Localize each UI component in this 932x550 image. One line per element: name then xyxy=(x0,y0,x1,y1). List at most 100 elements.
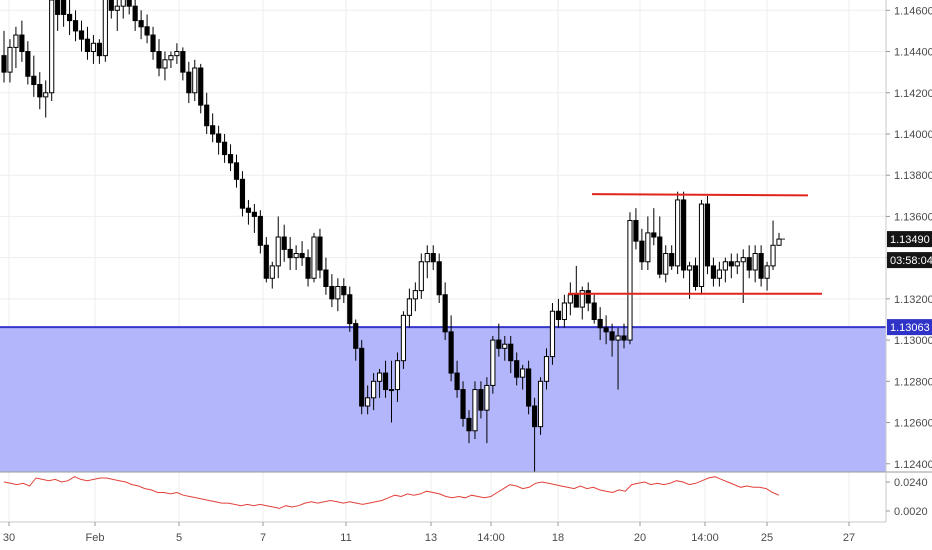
candle-up xyxy=(627,220,633,341)
candle-down xyxy=(746,257,752,271)
candle-down xyxy=(478,389,484,411)
candle-up xyxy=(740,257,746,263)
candle-down xyxy=(531,405,538,428)
support-level-tag-text: 1.13063 xyxy=(890,322,930,334)
candle-down xyxy=(347,294,353,325)
candle-down xyxy=(299,253,305,259)
candle-up xyxy=(49,0,55,94)
candle-down xyxy=(657,236,663,275)
price-tick-label: 1.12400 xyxy=(894,459,932,471)
indicator-tick-label: 0.0240 xyxy=(894,477,928,489)
candle-down xyxy=(359,347,365,407)
candle-up xyxy=(43,92,49,98)
candle-down xyxy=(442,294,448,333)
candle-down xyxy=(591,302,597,320)
candle-down xyxy=(144,26,150,36)
candle-up xyxy=(120,0,126,7)
candle-down xyxy=(597,318,603,329)
support-level-tag: 1.13063 xyxy=(887,319,932,336)
candle-up xyxy=(645,232,651,263)
candle-up xyxy=(716,269,722,279)
candle-down xyxy=(460,389,466,419)
candle-up xyxy=(561,302,567,320)
candle-down xyxy=(621,335,627,341)
support-level-tag-bg xyxy=(887,319,932,336)
time-tick-label: 7 xyxy=(260,532,266,544)
time-tick-label: 25 xyxy=(761,532,773,544)
candle-down xyxy=(681,199,687,271)
price-tick-label: 1.14000 xyxy=(894,129,932,141)
candle-up xyxy=(752,253,758,271)
candle-down xyxy=(555,310,562,320)
candle-up xyxy=(192,67,198,94)
time-tick-label: 18 xyxy=(552,532,564,544)
candle-down xyxy=(692,265,699,287)
last-price-tag: 1.13490 xyxy=(887,231,932,248)
candle-down xyxy=(573,294,579,308)
time-tick-label: 14:00 xyxy=(477,532,505,544)
candle-down xyxy=(430,253,436,263)
candle-up xyxy=(686,265,693,271)
candle-down xyxy=(55,0,61,15)
candle-up xyxy=(376,372,383,382)
candle-up xyxy=(275,236,281,267)
candle-up xyxy=(543,356,550,382)
candle-up xyxy=(311,236,317,279)
indicator-line xyxy=(3,476,780,509)
price-tick-label: 1.14200 xyxy=(894,88,932,100)
countdown-tag: 03:58:04 xyxy=(887,252,932,269)
candle-up xyxy=(388,389,395,392)
candle-down xyxy=(227,154,234,164)
candle-down xyxy=(585,290,591,304)
price-tags: 1.13490 03:58:04 1.13063 xyxy=(887,231,932,336)
countdown-tag-bg xyxy=(887,252,932,269)
candle-up xyxy=(734,261,740,267)
candle-up xyxy=(400,314,407,362)
candle-up xyxy=(168,55,174,61)
candle-down xyxy=(37,84,43,98)
price-tick-label: 1.12800 xyxy=(894,376,932,388)
candle-down xyxy=(239,178,246,209)
price-tick-label: 1.13000 xyxy=(894,335,932,347)
time-tick-label: 27 xyxy=(843,532,855,544)
candle-down xyxy=(609,331,615,341)
candle-up xyxy=(484,384,490,411)
candle-up xyxy=(13,34,19,48)
candle-up xyxy=(418,261,424,292)
candle-down xyxy=(353,323,359,349)
candle-down xyxy=(78,30,85,40)
candle-down xyxy=(31,75,37,86)
candle-down xyxy=(758,253,764,279)
candle-up xyxy=(490,339,496,386)
candle-down xyxy=(204,104,210,127)
time-tick-label: 5 xyxy=(176,532,182,544)
candle-up xyxy=(579,290,585,308)
candle-up xyxy=(472,389,478,432)
candle-down xyxy=(382,372,389,391)
candle-down xyxy=(454,372,460,391)
range-top-trendline[interactable] xyxy=(591,193,809,197)
candle-down xyxy=(126,0,132,7)
candle-up xyxy=(174,51,180,57)
candle-down xyxy=(281,236,287,250)
candle-up xyxy=(394,360,401,391)
last-price-tag-text: 1.13490 xyxy=(890,234,930,246)
candle-down xyxy=(72,20,79,32)
candle-down xyxy=(251,211,257,217)
candle-down xyxy=(257,215,263,246)
candle-down xyxy=(323,269,329,287)
candle-up xyxy=(520,368,526,378)
time-tick-label: 13 xyxy=(425,532,437,544)
time-axis[interactable]: 30 Feb 5 7 11 13 14:00 18 20 14:00 25 27 xyxy=(3,522,855,544)
candle-down xyxy=(341,285,347,296)
candle-down xyxy=(221,141,228,156)
price-tick-label: 1.12600 xyxy=(894,418,932,430)
candle-down xyxy=(132,5,138,22)
indicator-axis[interactable]: 0.0240 0.0020 xyxy=(886,477,928,518)
candle-down xyxy=(1,55,7,73)
countdown-tag-text: 03:58:04 xyxy=(890,255,932,267)
candle-down xyxy=(496,339,502,349)
candle-up xyxy=(537,380,544,428)
candle-up xyxy=(412,290,418,300)
